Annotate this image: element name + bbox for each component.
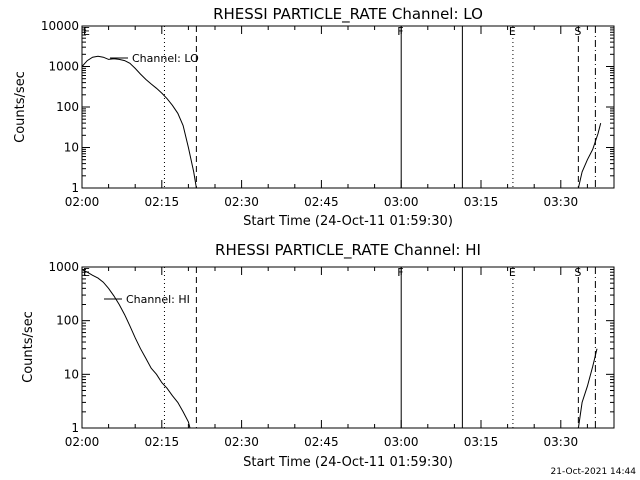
x-tick-label: 02:30 <box>224 195 259 209</box>
x-axis-title: Start Time (24-Oct-11 01:59:30) <box>243 455 453 470</box>
x-tick-label: 03:00 <box>384 435 419 449</box>
series-line <box>577 122 602 189</box>
x-tick-label: 03:00 <box>384 195 419 209</box>
chart-title: RHESSI PARTICLE_RATE Channel: LO <box>213 5 483 24</box>
event-marker-label: E <box>509 266 516 279</box>
y-tick-label: 1000 <box>48 60 79 74</box>
x-tick-label: 03:30 <box>544 435 579 449</box>
x-tick-label: 02:00 <box>65 435 100 449</box>
x-tick-label: 02:30 <box>224 435 259 449</box>
y-tick-label: 10 <box>64 367 79 381</box>
y-tick-label: 1 <box>71 181 79 195</box>
x-tick-label: 03:30 <box>544 195 579 209</box>
x-tick-label: 02:15 <box>145 195 180 209</box>
legend-label: Channel: LO <box>132 52 199 65</box>
y-tick-label: 100 <box>56 100 79 114</box>
series-line <box>81 55 197 189</box>
y-tick-label: 10 <box>64 141 79 155</box>
x-tick-label: 02:15 <box>145 435 180 449</box>
event-marker-label: S <box>574 25 581 38</box>
x-axis-title: Start Time (24-Oct-11 01:59:30) <box>243 214 453 229</box>
series-line <box>81 269 191 429</box>
y-tick-label: 100 <box>56 314 79 328</box>
plot-frame <box>81 25 615 189</box>
legend-label: Channel: HI <box>126 293 190 306</box>
y-tick-label: 1000 <box>48 260 79 274</box>
event-marker-label: E <box>509 25 516 38</box>
y-tick-label: 10000 <box>41 19 79 33</box>
chart-panel-lo: RHESSI PARTICLE_RATE Channel: LO 02:00 02:… <box>13 5 615 229</box>
x-tick-label: 03:15 <box>464 195 499 209</box>
corner-label: E <box>83 25 90 38</box>
chart-title: RHESSI PARTICLE_RATE Channel: HI <box>215 241 481 260</box>
corner-label: E <box>83 266 90 279</box>
event-marker-label: S <box>574 266 581 279</box>
footer-timestamp: 21-Oct-2021 14:44 <box>551 467 637 477</box>
plot-frame <box>81 266 615 429</box>
y-axis-title: Counts/sec <box>13 71 28 143</box>
y-tick-label: 1 <box>71 421 79 435</box>
x-tick-label: 02:00 <box>65 195 100 209</box>
y-axis-title: Counts/sec <box>21 311 36 383</box>
series-line <box>577 348 598 429</box>
event-marker-label: F <box>397 25 403 38</box>
x-tick-label: 02:45 <box>304 435 339 449</box>
x-tick-label: 03:15 <box>464 435 499 449</box>
event-marker-label: F <box>397 266 403 279</box>
chart-panel-hi: RHESSI PARTICLE_RATE Channel: HI 02:00 02:… <box>21 241 615 470</box>
x-tick-label: 02:45 <box>304 195 339 209</box>
